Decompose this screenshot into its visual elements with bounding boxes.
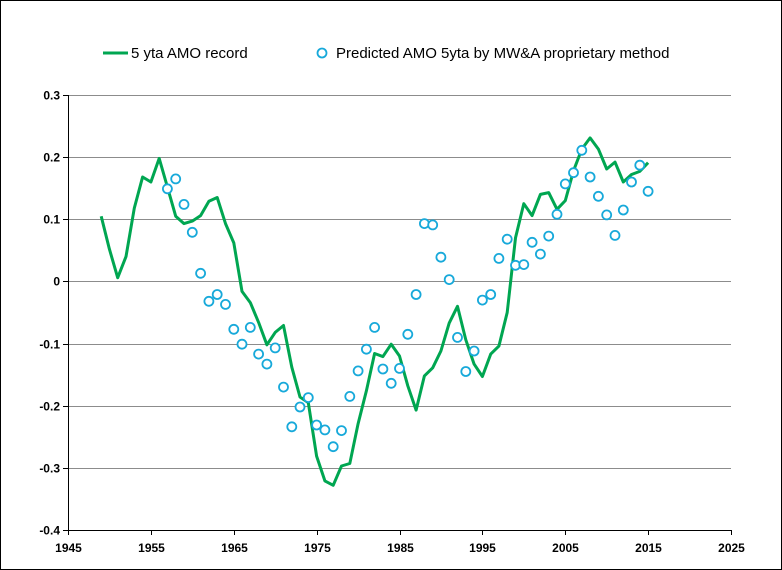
predicted-point <box>476 294 488 306</box>
x-tick-label: 2015 <box>635 541 662 555</box>
amo-record-line <box>99 136 650 487</box>
x-tick-label: 1985 <box>387 541 414 555</box>
y-tick-label: -0.1 <box>39 338 60 352</box>
predicted-point <box>402 328 414 340</box>
predicted-point <box>170 173 182 185</box>
x-tick-label: 1955 <box>138 541 165 555</box>
legend-label-amo-record: 5 yta AMO record <box>131 45 248 62</box>
y-tick-label: -0.3 <box>39 462 60 476</box>
predicted-point <box>626 176 637 188</box>
predicted-point <box>302 392 314 404</box>
y-tick-label: 0.1 <box>43 213 60 227</box>
predicted-point <box>518 259 530 271</box>
y-tick-label: -0.2 <box>39 400 60 414</box>
y-tick-label: 0 <box>53 275 60 289</box>
plot-series <box>99 136 654 487</box>
x-tick-label: 1965 <box>221 541 248 555</box>
predicted-point <box>178 198 190 210</box>
predicted-point <box>394 362 405 374</box>
predicted-point <box>443 274 455 286</box>
predicted-point <box>377 363 389 375</box>
predicted-point <box>485 289 497 300</box>
predicted-point <box>294 401 306 413</box>
predicted-point <box>352 365 364 377</box>
x-tick-label: 2005 <box>552 541 579 555</box>
predicted-point <box>435 251 447 263</box>
predicted-point <box>427 219 439 231</box>
predicted-point <box>327 441 339 453</box>
predicted-point <box>244 321 256 333</box>
predicted-point <box>576 144 588 156</box>
predicted-point <box>410 289 422 300</box>
predicted-point <box>642 185 654 197</box>
predicted-point <box>385 377 397 389</box>
legend: 5 yta AMO record Predicted AMO 5yta by MW… <box>103 45 669 62</box>
predicted-point <box>593 190 604 202</box>
y-tick-label: 0.2 <box>43 151 60 165</box>
gridlines <box>68 95 731 531</box>
predicted-point <box>253 348 265 360</box>
predicted-point <box>609 229 621 241</box>
x-tick-label: 1975 <box>304 541 331 555</box>
predicted-point <box>543 230 555 242</box>
predicted-point <box>601 209 613 221</box>
predicted-point <box>269 342 281 354</box>
predicted-point <box>535 248 546 260</box>
predicted-point <box>551 208 563 220</box>
predicted-point <box>220 298 231 310</box>
predicted-point <box>311 419 323 431</box>
predicted-point <box>319 424 331 436</box>
predicted-point <box>278 381 289 393</box>
predicted-point <box>617 204 629 216</box>
predicted-point <box>559 178 571 190</box>
predicted-point <box>286 421 298 433</box>
predicted-point <box>211 289 223 300</box>
predicted-point <box>468 345 480 357</box>
predicted-point <box>228 323 240 335</box>
predicted-point <box>360 343 372 355</box>
predicted-point <box>261 358 273 370</box>
predicted-point <box>344 390 356 402</box>
predicted-point <box>584 171 596 183</box>
predicted-point <box>452 331 463 343</box>
predicted-point <box>493 252 505 264</box>
predicted-point <box>161 183 173 195</box>
predicted-point <box>369 321 381 333</box>
legend-marker-swatch <box>316 47 328 59</box>
predicted-point <box>634 159 646 171</box>
legend-label-predicted: Predicted AMO 5yta by MW&A proprietary m… <box>336 45 669 62</box>
predicted-point <box>203 295 215 307</box>
predicted-point <box>460 366 472 377</box>
predicted-point <box>195 267 207 279</box>
predicted-point <box>236 338 248 350</box>
axes: 0.3 0.2 0.1 0 -0.1 -0.2 -0.3 -0.4 1945 1955 1965 19… <box>39 89 745 556</box>
predicted-point <box>501 233 513 245</box>
predicted-point <box>186 226 198 238</box>
x-tick-label: 1995 <box>469 541 496 555</box>
y-tick-label: -0.4 <box>39 524 60 538</box>
predicted-point <box>568 167 579 179</box>
predicted-point <box>526 236 538 248</box>
predicted-point <box>336 425 347 437</box>
x-tick-label: 2025 <box>718 541 745 555</box>
y-tick-label: 0.3 <box>43 89 60 103</box>
x-tick-label: 1945 <box>55 541 82 555</box>
